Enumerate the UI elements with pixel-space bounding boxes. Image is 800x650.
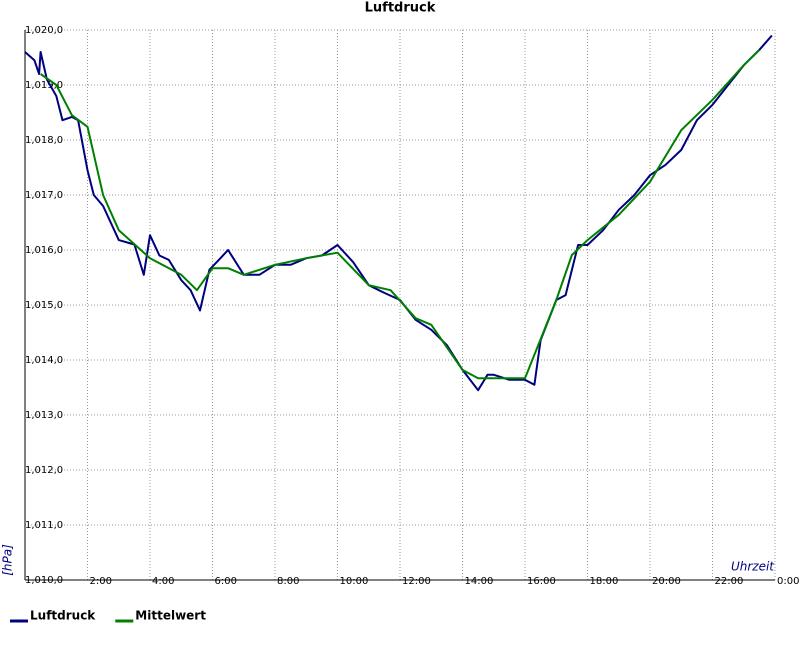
x-tick-label: 2:00 xyxy=(90,576,112,587)
y-tick-label: 1,018,0 xyxy=(25,135,63,146)
x-tick-label: 10:00 xyxy=(340,576,369,587)
legend-label: Mittelwert xyxy=(135,609,206,623)
y-tick-label: 1,019,0 xyxy=(25,80,63,91)
y-tick-label: 1,017,0 xyxy=(25,190,63,201)
x-tick-label: 12:00 xyxy=(402,576,431,587)
chart-title: Luftdruck xyxy=(365,1,436,16)
x-tick-label: 0:00 xyxy=(777,576,799,587)
x-tick-label: 8:00 xyxy=(277,576,299,587)
x-tick-label: 16:00 xyxy=(527,576,556,587)
x-tick-label: 14:00 xyxy=(465,576,494,587)
x-tick-label: 18:00 xyxy=(590,576,619,587)
x-axis-label: Uhrzeit xyxy=(731,560,775,574)
x-tick-label: 4:00 xyxy=(152,576,174,587)
y-tick-label: 1,015,0 xyxy=(25,300,63,311)
y-tick-label: 1,011,0 xyxy=(25,520,63,531)
legend-label: Luftdruck xyxy=(30,609,96,623)
x-tick-label: 6:00 xyxy=(215,576,237,587)
data-line xyxy=(40,49,761,380)
y-tick-label: 1,020,0 xyxy=(25,25,63,36)
x-tick-label: 20:00 xyxy=(652,576,681,587)
x-tick-label: 22:00 xyxy=(715,576,744,587)
y-tick-label: 1,014,0 xyxy=(25,355,63,366)
y-axis-label: [hPa] xyxy=(1,544,15,576)
y-tick-label: 1,016,0 xyxy=(25,245,63,256)
y-tick-label: 1,012,0 xyxy=(25,465,63,476)
data-line xyxy=(24,34,773,392)
y-tick-label: 1,013,0 xyxy=(25,410,63,421)
